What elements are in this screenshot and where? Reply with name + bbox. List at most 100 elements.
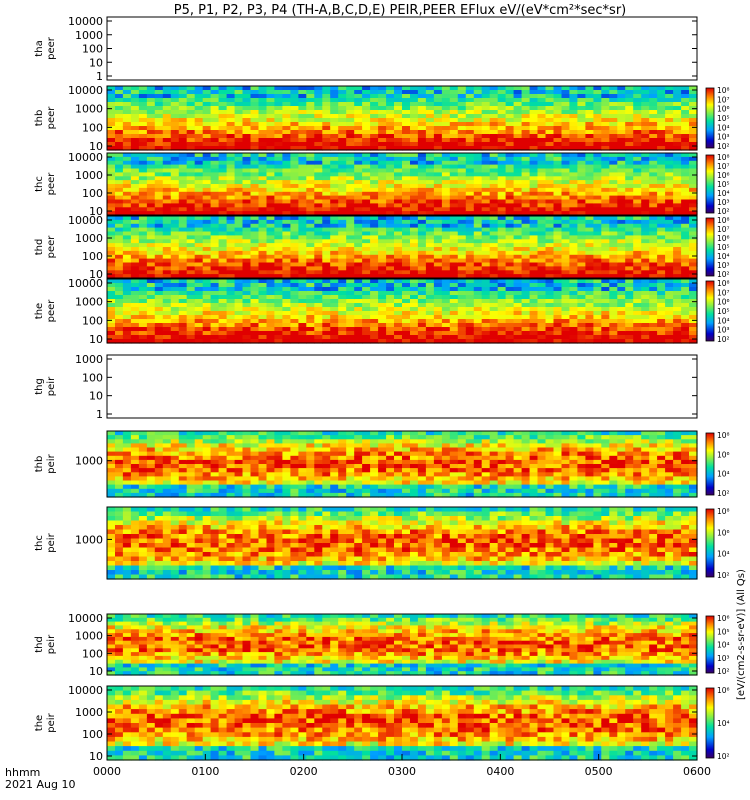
y-tick-label: 10000 (68, 15, 103, 28)
colorbar-tick-label: 10⁶ (717, 171, 730, 180)
colorbar-tick-label: 10⁷ (717, 162, 730, 171)
panels: 100001000100101thapeer10⁸10⁷10⁶10⁵10⁴10³… (34, 15, 730, 763)
colorbar-tick-label: 10² (717, 489, 730, 498)
spectrogram-thd-peer (107, 216, 698, 279)
colorbar-tick-label: 10² (717, 752, 730, 761)
y-tick-label: 1000 (75, 353, 103, 366)
colorbar-tick-label: 10⁴ (717, 252, 730, 261)
colorbar-tick-label: 10⁸ (717, 507, 730, 516)
panel-label-thd-peer: thdpeer (34, 235, 57, 259)
y-tick-label: 100 (82, 647, 103, 660)
colorbar-tick-label: 10⁴ (717, 316, 730, 325)
colorbar-tick-label: 10² (717, 270, 730, 279)
panel-thb-peir: 10⁸ 10⁶ 10⁴ 10² 1000 thbpeir (34, 430, 730, 498)
panel-label-thb-peer: thbpeer (34, 106, 57, 130)
panel-frame (106, 506, 698, 580)
y-tick-label: 100 (82, 121, 103, 134)
panel-frame (106, 16, 698, 81)
colorbar-tick-label: 10⁸ (717, 153, 730, 162)
colorbar-tick-label: 10⁵ (717, 114, 730, 123)
y-tick-label: 1000 (75, 630, 103, 643)
y-tick-label: 10000 (68, 84, 103, 97)
y-tick-label: 10 (89, 56, 103, 69)
x-tick-label: 0200 (290, 765, 318, 778)
colorbar-tick-label: 10⁵ (717, 627, 730, 636)
colorbar-tick-label: 10⁴ (717, 470, 730, 479)
figure-title: P5, P1, P2, P3, P4 (TH-A,B,C,D,E) PEIR,P… (174, 3, 627, 18)
y-tick-label: 10 (89, 205, 103, 218)
x-tick-labels: 0000 0100 0200 0300 0400 0500 0600 (93, 754, 711, 778)
colorbar-tick-label: 10² (717, 207, 730, 216)
y-tick-label: 10 (89, 140, 103, 153)
colorbar-tick-label: 10³ (717, 198, 730, 207)
spectrogram-the-peir (107, 686, 698, 761)
x-tick-label: 0000 (93, 765, 121, 778)
colorbar-thb-peir: 10⁸ 10⁶ 10⁴ 10² (705, 431, 730, 498)
date-label: 2021 Aug 10 (5, 778, 75, 791)
colorbar-thd-peir: 10⁶ 10⁵ 10⁴ 10³ 10² (705, 614, 730, 676)
panel-label-the-peer: thepeer (34, 299, 57, 323)
colorbar-tick-label: 10⁴ (717, 189, 730, 198)
panel-frame (106, 354, 698, 419)
colorbar-tick-label: 10² (717, 667, 730, 676)
colorbar-tick-label: 10⁸ (717, 279, 730, 288)
panel-label-the-peir: thepeir (34, 712, 57, 732)
x-tick-label: 0500 (585, 765, 613, 778)
colorbar-tick-label: 10⁶ (717, 614, 730, 623)
y-tick-label: 100 (82, 728, 103, 741)
colorbar-tick-label: 10⁵ (717, 243, 730, 252)
colorbar-label: [eV/(cm2-s-sr-eV)] (All Qs) (736, 569, 747, 700)
x-tick-label: 0300 (388, 765, 416, 778)
colorbar-tick-label: 10³ (717, 326, 730, 335)
y-tick-label: 1 (96, 408, 103, 421)
panel-frame (106, 215, 698, 279)
panel-the-peir: 10⁶ 10⁴ 10² 10000 1000 100 10 thepeir (34, 684, 730, 763)
x-tick-label: 0600 (683, 765, 711, 778)
y-tick-label: 100 (82, 314, 103, 327)
colorbar-tick-label: 10³ (717, 654, 730, 663)
x-tick-label: 0100 (191, 765, 219, 778)
colorbar-tick-label: 10⁸ (717, 86, 730, 95)
x-tick-label: 0400 (486, 765, 514, 778)
panel-frame (106, 278, 698, 344)
y-tick-label: 10 (89, 268, 103, 281)
y-tick-label: 1000 (75, 169, 103, 182)
panel-thg-peir: 1000 100 10 1 thgpeir (34, 353, 698, 421)
colorbar-tick-label: 10⁸ (717, 216, 730, 225)
y-tick-label: 1000 (75, 706, 103, 719)
colorbar-tick-label: 10⁷ (717, 225, 730, 234)
panel-label-thc-peer: thcpeer (34, 172, 57, 196)
y-tick-label: 100 (82, 187, 103, 200)
colorbar-tick-label: 10⁶ (717, 686, 730, 695)
y-tick-label: 10000 (68, 277, 103, 290)
y-tick-label: 100 (82, 250, 103, 263)
panel-label-tha-peer: thapeer (34, 36, 57, 60)
colorbar-tick-label: 10² (717, 335, 730, 344)
colorbar-tick-label: 10⁷ (717, 288, 730, 297)
panel-frame (106, 85, 698, 151)
colorbar-tick-label: 10⁵ (717, 307, 730, 316)
y-tick-label: 1000 (75, 103, 103, 116)
y-tick-label: 1000 (75, 232, 103, 245)
y-tick-label: 100 (82, 43, 103, 56)
panel-frame (106, 613, 698, 676)
colorbar-tick-label: 10⁷ (717, 95, 730, 104)
panel-frame (106, 430, 698, 498)
spectrogram-thc-peer (107, 153, 698, 216)
panel-label-thg-peir: thgpeir (34, 376, 57, 396)
y-tick-label: 10 (89, 390, 103, 403)
y-tick-label: 1000 (75, 29, 103, 42)
colorbar-thc-peir: 10⁸ 10⁶ 10⁴ 10² (705, 507, 730, 580)
colorbar-tick-label: 10⁶ (717, 528, 730, 537)
spectrogram-the-peer (107, 279, 698, 344)
y-tick-label: 1 (96, 70, 103, 83)
spectrogram-thc-peir (107, 507, 698, 580)
spectrogram-thb-peer (107, 86, 698, 151)
